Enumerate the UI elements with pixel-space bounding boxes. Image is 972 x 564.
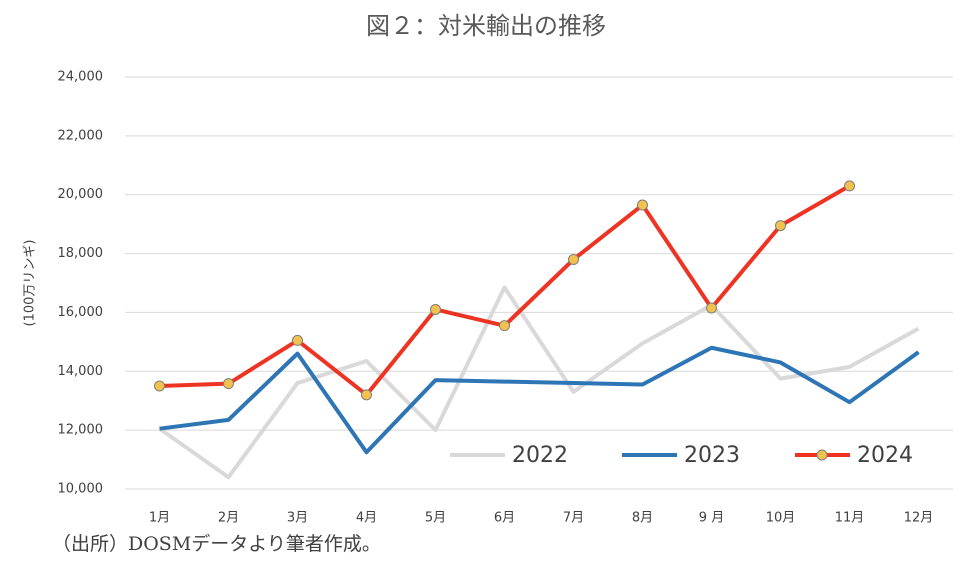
y-tick-label: 20,000 <box>58 187 104 202</box>
series-line <box>158 285 920 480</box>
y-tick-label: 24,000 <box>58 70 104 85</box>
marker <box>568 253 579 265</box>
y-axis-label: (100万リンギ) <box>23 240 38 327</box>
marker <box>499 320 510 332</box>
x-tick-label: 11月 <box>835 511 865 526</box>
x-tick-label: 8月 <box>632 511 653 526</box>
y-tick-label: 10,000 <box>58 482 104 497</box>
y-tick-label: 16,000 <box>58 305 104 320</box>
x-tick-label: 12月 <box>904 511 934 526</box>
y-tick-label: 14,000 <box>58 364 104 379</box>
marker <box>844 180 855 192</box>
x-tick-label: 2月 <box>218 511 239 526</box>
footnote: （出所）DOSMデータより筆者作成。 <box>52 533 381 555</box>
y-tick-label: 18,000 <box>58 246 104 261</box>
x-tick-label: 4月 <box>356 511 377 526</box>
marker <box>292 334 303 346</box>
x-tick-label: 10月 <box>766 511 796 526</box>
x-tick-label: 7月 <box>563 511 584 526</box>
marker <box>775 220 786 232</box>
y-tick-label: 22,000 <box>58 128 104 143</box>
legend-label: 2024 <box>857 443 913 468</box>
legend-label: 2023 <box>684 443 740 468</box>
chart-title: 図２：対米輸出の推移 <box>366 12 606 40</box>
marker <box>706 302 717 314</box>
marker <box>430 303 441 315</box>
y-tick-label: 12,000 <box>58 423 104 438</box>
legend-label: 2022 <box>512 443 568 468</box>
x-tick-label: 9 月 <box>699 511 724 526</box>
x-tick-label: 3月 <box>287 511 308 526</box>
marker <box>223 378 234 390</box>
x-tick-label: 1月 <box>149 511 170 526</box>
x-tick-label: 6月 <box>494 511 515 526</box>
marker <box>154 380 165 392</box>
series-line <box>159 345 920 455</box>
marker <box>637 199 648 211</box>
x-tick-label: 5月 <box>425 511 446 526</box>
marker <box>361 389 372 401</box>
legend-marker <box>816 449 828 461</box>
